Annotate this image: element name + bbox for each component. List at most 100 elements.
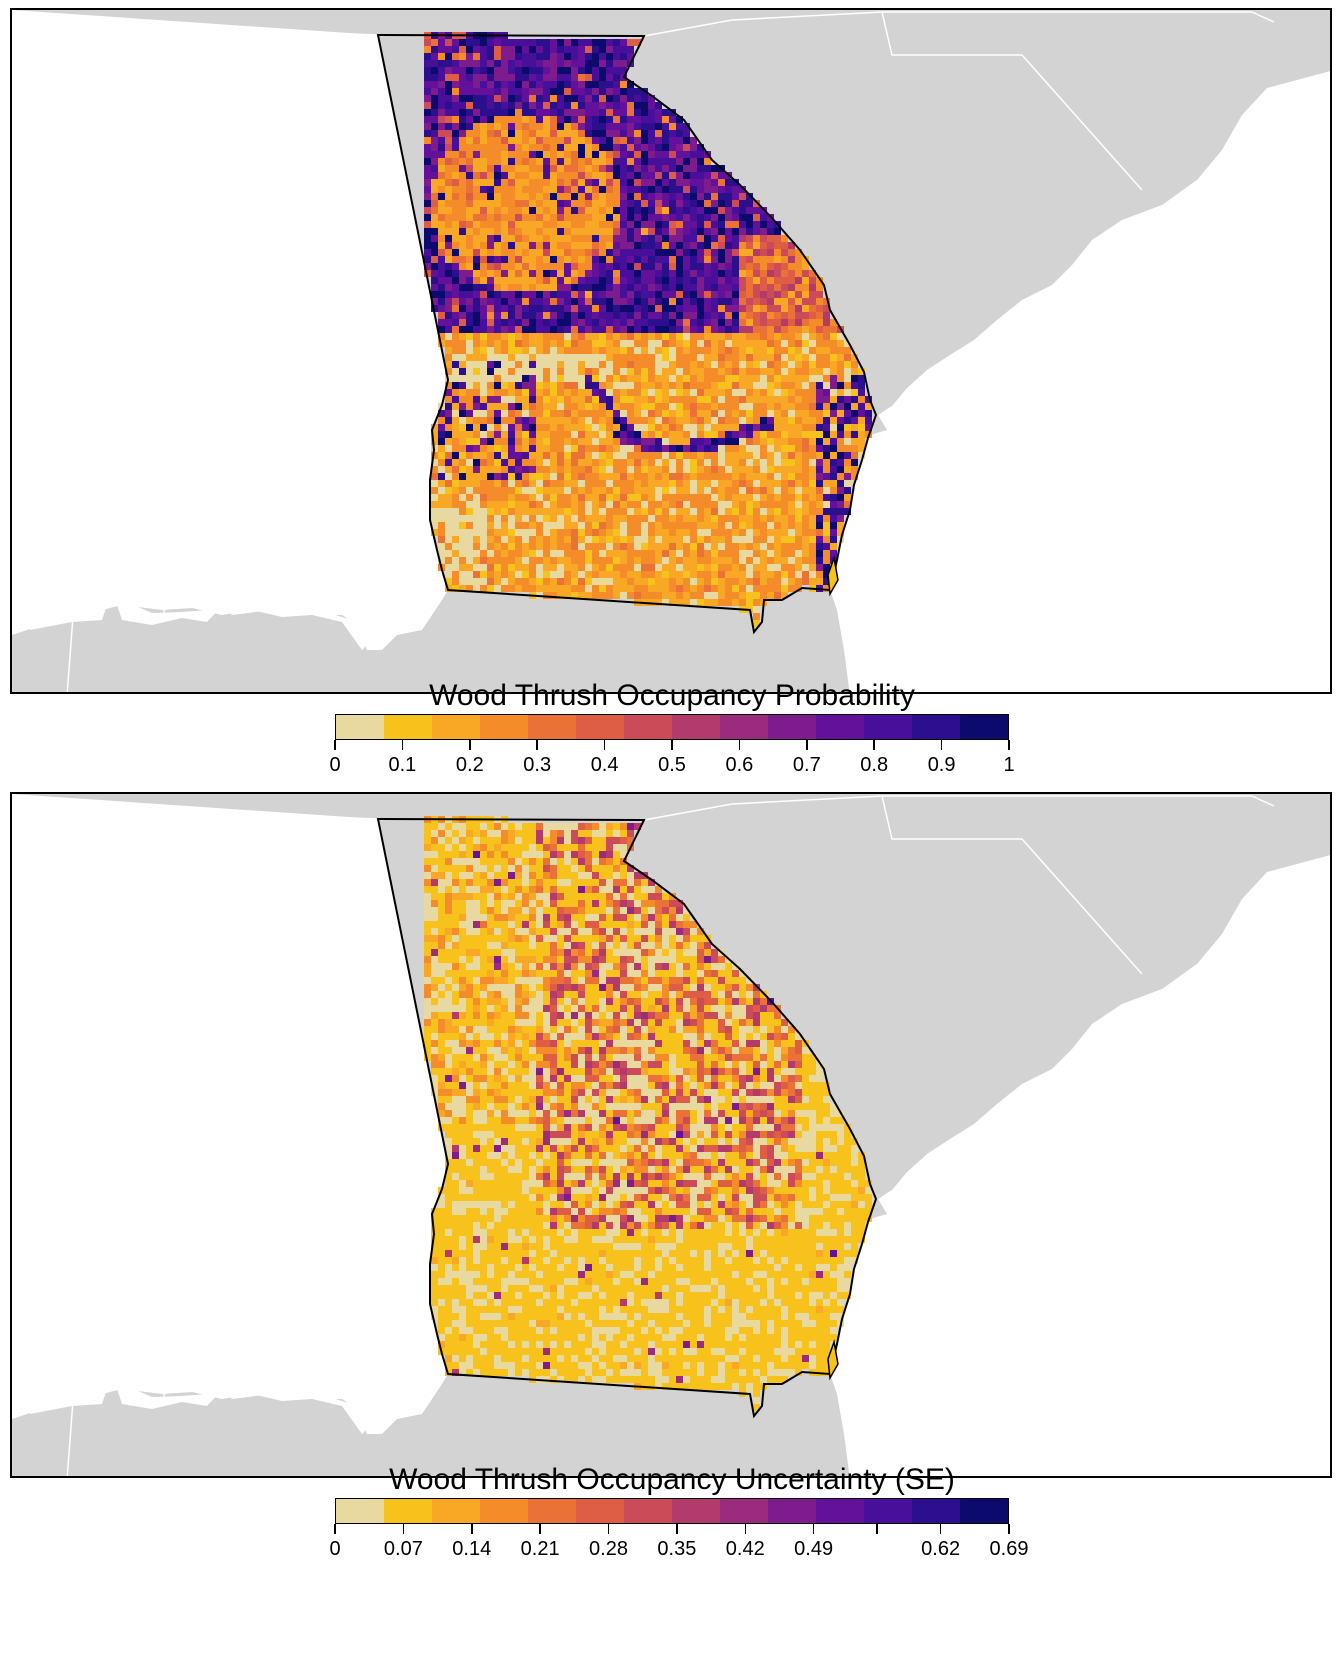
- georgia-outline: [376, 33, 878, 635]
- scale-tick: [806, 740, 808, 750]
- color-scale-swatch: [960, 715, 1008, 739]
- barrier-island: [827, 555, 839, 597]
- color-scale-swatch: [864, 1499, 912, 1523]
- scale-tick-label: 0.62: [921, 1538, 961, 1560]
- occupancy-raster: [424, 32, 872, 627]
- occupancy-legend-title: Wood Thrush Occupancy Probability: [429, 679, 915, 712]
- state-border: [12, 21, 379, 36]
- scale-tick: [1008, 740, 1010, 750]
- color-scale-swatch: [432, 1499, 480, 1523]
- uncertainty-color-scale: [335, 1498, 1009, 1524]
- scale-tick: [334, 740, 336, 750]
- scale-tick-label: 0.21: [520, 1538, 560, 1560]
- occupancy-color-scale: [335, 714, 1009, 740]
- scale-tick-label: 0.5: [658, 754, 686, 776]
- scale-tick-label: 0.69: [989, 1538, 1029, 1560]
- state-border: [66, 23, 118, 692]
- state-border: [66, 807, 118, 1476]
- scale-tick-label: 0.35: [657, 1538, 697, 1560]
- color-scale-swatch: [432, 715, 480, 739]
- scale-tick-label: 0.07: [383, 1538, 423, 1560]
- color-scale-swatch: [480, 715, 528, 739]
- coastal-water: [30, 1369, 372, 1434]
- color-scale-swatch: [672, 715, 720, 739]
- color-scale-swatch: [768, 1499, 816, 1523]
- state-border: [881, 11, 1143, 191]
- scale-tick-label: 0.9: [927, 754, 956, 776]
- occupancy-map-svg: [12, 10, 1330, 692]
- scale-tick-label: 0.2: [455, 754, 484, 776]
- uncertainty-map: [10, 792, 1332, 1478]
- scale-tick: [469, 740, 471, 750]
- scale-tick-label: 0.49: [794, 1538, 834, 1560]
- color-scale-swatch: [528, 715, 576, 739]
- uncertainty-map-svg: [12, 794, 1330, 1476]
- state-border: [149, 547, 443, 559]
- state-border: [12, 805, 379, 820]
- scale-tick: [334, 1524, 336, 1534]
- scale-tick-label: 0.3: [523, 754, 552, 776]
- color-scale-swatch: [816, 1499, 864, 1523]
- occupancy-scale-ticks: 0 0.1 0.2 0.3 0.4 0.5 0.6 0.7 0.8 0.9 1: [0, 740, 1344, 776]
- scale-tick: [744, 1524, 746, 1534]
- color-scale-swatch: [336, 1499, 384, 1523]
- scale-tick-label: 1: [1003, 754, 1015, 776]
- state-border: [1251, 11, 1275, 23]
- scale-tick-label: 0: [329, 1538, 341, 1560]
- scale-tick: [676, 1524, 678, 1534]
- scale-tick-label: 0.14: [452, 1538, 492, 1560]
- color-scale-swatch: [912, 1499, 960, 1523]
- scale-tick-label: 0.4: [590, 754, 619, 776]
- scale-tick: [812, 1524, 815, 1534]
- color-scale-swatch: [480, 1499, 528, 1523]
- scale-tick: [402, 1524, 405, 1534]
- color-scale-swatch: [912, 715, 960, 739]
- state-border: [149, 547, 168, 621]
- scale-tick: [603, 740, 606, 750]
- state-border: [149, 1331, 443, 1343]
- scale-tick: [939, 1524, 942, 1534]
- scale-tick-label: 0.42: [725, 1538, 765, 1560]
- color-scale-swatch: [864, 715, 912, 739]
- scale-tick-label: 0.6: [725, 754, 754, 776]
- scale-tick: [873, 740, 875, 750]
- scale-tick: [738, 740, 741, 750]
- scale-tick: [607, 1524, 610, 1534]
- scale-tick: [876, 1524, 878, 1534]
- color-scale-swatch: [816, 715, 864, 739]
- color-scale-swatch: [624, 715, 672, 739]
- scale-tick-label: 0.28: [589, 1538, 628, 1560]
- scale-tick: [401, 740, 404, 750]
- scale-tick: [539, 1524, 541, 1534]
- color-scale-swatch: [528, 1499, 576, 1523]
- color-scale-swatch: [720, 715, 768, 739]
- georgia-outline: [376, 817, 878, 1419]
- scale-tick: [536, 740, 538, 750]
- occupancy-map: [10, 8, 1332, 694]
- color-scale-swatch: [768, 715, 816, 739]
- scale-tick: [671, 740, 673, 750]
- uncertainty-legend-title: Wood Thrush Occupancy Uncertainty (SE): [389, 1463, 955, 1496]
- color-scale-swatch: [624, 1499, 672, 1523]
- color-scale-swatch: [720, 1499, 768, 1523]
- scale-tick-label: 0.7: [792, 754, 821, 776]
- scale-tick-label: 0.8: [860, 754, 889, 776]
- uncertainty-scale-ticks: 0 0.07 0.14 0.21 0.28 0.35 0.42 0.49 0.62 0.69: [0, 1524, 1344, 1560]
- color-scale-swatch: [384, 1499, 432, 1523]
- color-scale-swatch: [336, 715, 384, 739]
- scale-tick: [1008, 1524, 1010, 1534]
- scale-tick: [940, 740, 943, 750]
- barrier-island: [827, 1339, 839, 1381]
- state-border: [643, 795, 883, 821]
- scale-tick: [471, 1524, 473, 1534]
- state-border: [643, 11, 883, 37]
- scale-tick-label: 0.1: [388, 754, 417, 776]
- occupancy-raster: [424, 816, 872, 1411]
- color-scale-swatch: [672, 1499, 720, 1523]
- state-border: [1251, 795, 1275, 807]
- state-border: [881, 795, 1143, 975]
- color-scale-swatch: [576, 715, 624, 739]
- scale-tick-label: 0: [329, 754, 341, 776]
- state-border: [149, 1331, 168, 1405]
- color-scale-swatch: [960, 1499, 1008, 1523]
